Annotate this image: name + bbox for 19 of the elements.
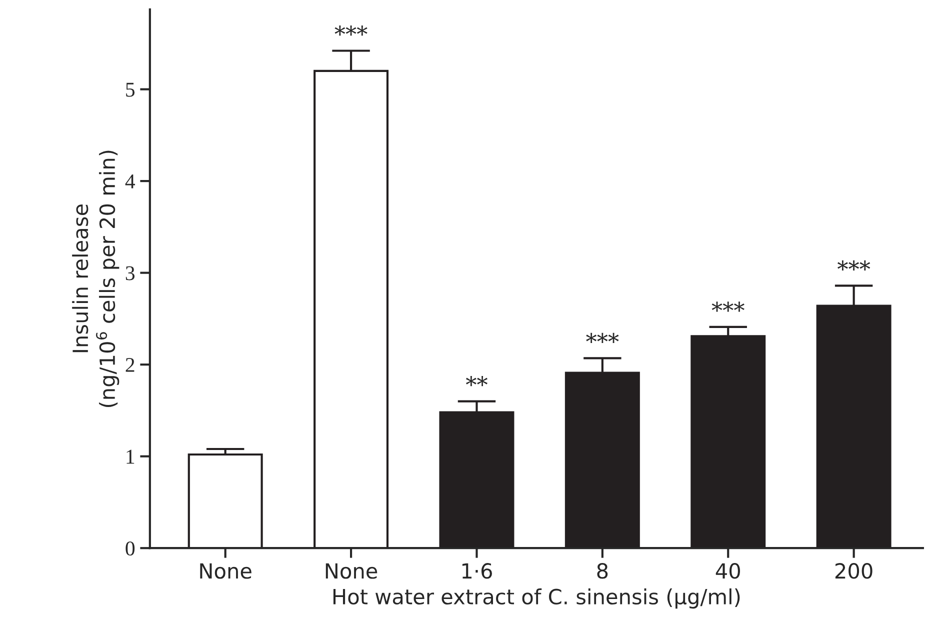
- y-tick-label: 5: [126, 82, 135, 97]
- x-tick-label: 40: [716, 563, 740, 579]
- x-tick-label: None: [200, 563, 252, 579]
- x-axis-title: Hot water extract of C. sinensis (µg/ml): [333, 588, 740, 609]
- x-tick-label: 8: [597, 563, 608, 579]
- data-label: ***: [334, 25, 368, 36]
- y-tick-label: 1: [126, 450, 134, 464]
- y-tick-label: 4: [125, 174, 136, 188]
- y-tick-label: 2: [126, 358, 134, 372]
- y-axis-title: Insulin release (ng/10$^{6}$ cells per 20 min): [72, 150, 120, 407]
- y-tick-label: 0: [126, 541, 135, 556]
- data-label: ***: [712, 302, 744, 312]
- data-label: ***: [586, 332, 619, 343]
- x-tick-label: None: [326, 563, 378, 579]
- y-tick-label: 3: [126, 266, 135, 280]
- x-tick-label: 1·6: [462, 563, 492, 579]
- data-label: ***: [838, 260, 870, 270]
- x-tick-label: 200: [835, 563, 872, 579]
- data-label: **: [466, 376, 488, 386]
